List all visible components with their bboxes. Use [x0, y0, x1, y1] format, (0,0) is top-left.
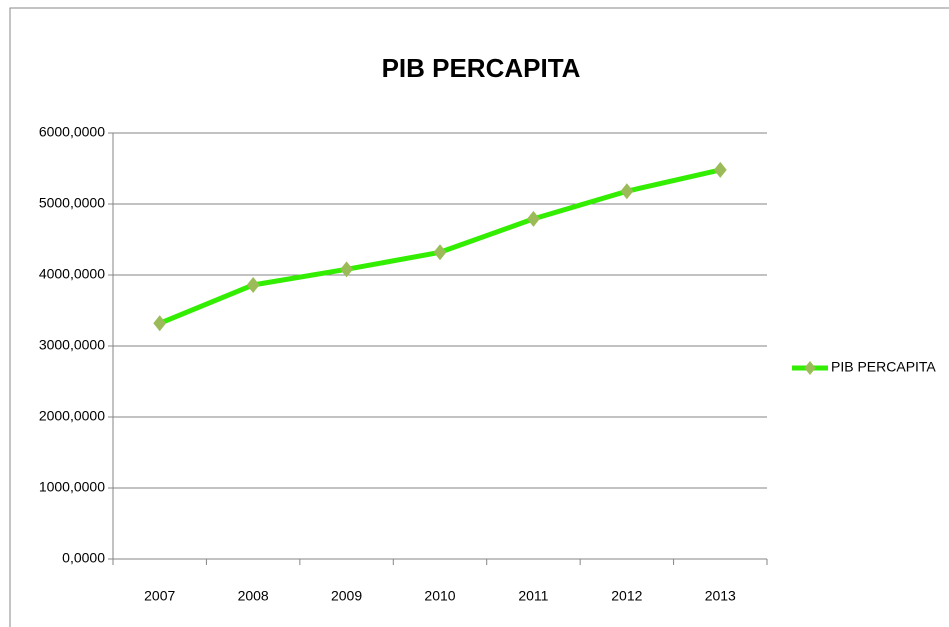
- y-tick-label: 0,0000: [62, 550, 105, 566]
- y-tick-label: 5000,0000: [39, 195, 105, 211]
- chart-title: PIB PERCAPITA: [382, 53, 581, 83]
- x-tick-label: 2011: [518, 588, 548, 604]
- y-tick-label: 3000,0000: [39, 337, 105, 353]
- x-tick-label: 2013: [705, 588, 736, 604]
- y-tick-label: 1000,0000: [39, 479, 105, 495]
- legend-label: PIB PERCAPITA: [831, 359, 936, 375]
- y-tick-label: 2000,0000: [39, 408, 105, 424]
- legend-marker: [804, 361, 816, 375]
- x-tick-label: 2009: [331, 588, 362, 604]
- chart-frame: [9, 7, 949, 627]
- data-point: [153, 315, 167, 332]
- y-tick-label: 6000,0000: [39, 124, 105, 140]
- x-tick-label: 2007: [144, 588, 175, 604]
- x-tick-label: 2008: [238, 588, 269, 604]
- y-tick-label: 4000,0000: [39, 266, 105, 282]
- data-point: [527, 210, 540, 227]
- data-point: [340, 261, 353, 278]
- x-tick-label: 2010: [424, 588, 455, 604]
- x-tick-label: 2012: [611, 588, 642, 604]
- data-point: [620, 183, 634, 200]
- data-point: [246, 276, 260, 293]
- data-point: [433, 244, 447, 261]
- data-point: [713, 161, 727, 178]
